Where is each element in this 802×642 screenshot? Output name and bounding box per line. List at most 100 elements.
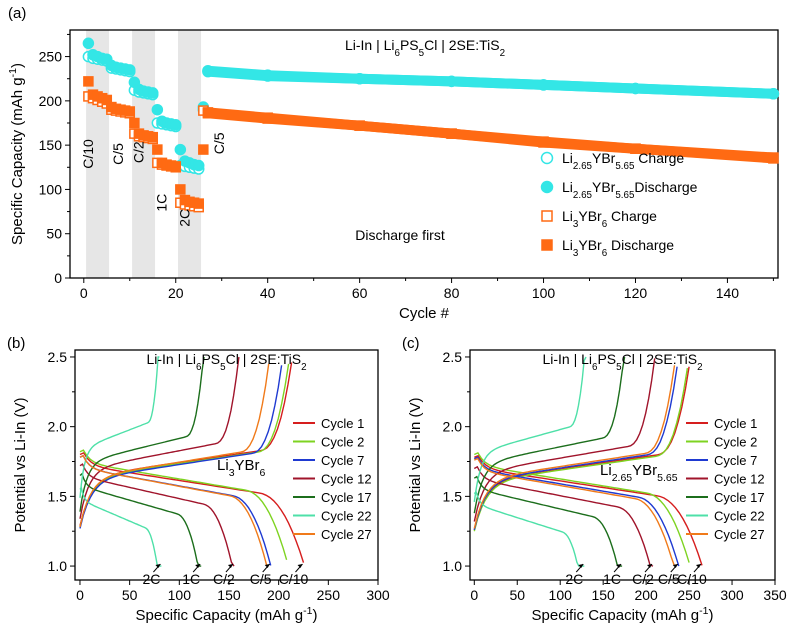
charge-curve [473,367,689,532]
legend-entry: Cycle 17 [321,490,372,505]
x-axis-label-a: Cycle # [399,305,450,322]
data-point [193,198,204,209]
x-tick-label: 300 [366,587,390,603]
rate-arrowhead [195,564,201,569]
plot-frame-c [469,349,776,581]
charge-curve [79,363,290,528]
discharge-curve [79,449,288,560]
rate-arrow-label: C/10 [279,571,309,587]
chart-title-b: Li-In | Li6PS5Cl | 2SE:TiS2 [146,351,306,373]
rate-label: 1C [154,194,170,212]
data-point [124,64,136,76]
legend-entry: Cycle 27 [714,527,765,542]
y-tick-label: 2.0 [443,419,463,435]
legend-entry: Cycle 12 [321,472,372,487]
data-point [169,119,182,131]
rate-arrow-label: C/2 [632,571,654,587]
legend-entry: Cycle 22 [714,509,765,524]
x-tick-label: 100 [549,587,573,603]
data-point [151,103,164,116]
x-tick-label: 0 [76,587,84,603]
legend-marker [541,239,553,251]
data-point [83,76,94,87]
charge-curve [79,356,205,512]
discharge-curve [474,452,690,563]
x-tick-label: 20 [168,285,184,301]
plot-frame-b [74,349,379,581]
charge-curve [473,358,656,522]
y-axis-label-b: Potential vs Li-In (V) [12,397,29,532]
annotation-discharge-first: Discharge first [355,227,445,243]
data-point [198,144,209,155]
rate-arrow-label: 2C [565,571,583,587]
y-axis-label-c: Potential vs Li-In (V) [407,397,424,532]
charge-curve [79,356,160,498]
y-tick-label: 1.0 [443,558,463,574]
x-tick-label: 50 [509,587,525,603]
rate-arrow-label: 1C [603,571,621,587]
legend-entry: Cycle 1 [714,416,757,431]
data-point [170,161,181,172]
x-tick-label: 60 [352,285,368,301]
x-tick-label: 40 [260,285,276,301]
discharge-curve [474,456,680,567]
panel-label-b: (b) [7,335,25,352]
x-axis-label-b: Specific Capacity (mAh g-1) [136,605,318,624]
compound-label-b: Li3YBr6 [217,457,266,479]
rate-label: C/2 [131,141,147,163]
y-tick-label: 0 [54,270,62,286]
rate-arrow-label: C/10 [677,571,707,587]
x-tick-label: 100 [168,587,192,603]
rate-arrow-label: 2C [142,571,160,587]
x-tick-label: 100 [532,285,556,301]
x-tick-label: 80 [444,285,460,301]
rate-arrow-label: C/5 [250,571,272,587]
data-point [192,159,205,172]
rate-arrowhead [264,564,270,569]
x-tick-label: 300 [720,587,744,603]
data-point [147,131,159,143]
legend-entry: Cycle 2 [714,435,757,450]
legend-entry: Cycle 2 [321,435,364,450]
rate-band [178,30,202,278]
legend-marker [540,180,554,194]
discharge-curve [79,454,268,566]
series-trace [202,107,779,164]
y-tick-label: 2.5 [48,349,68,365]
rate-arrowhead [578,564,584,569]
y-tick-label: 2.0 [48,419,68,435]
data-point [129,117,140,129]
data-point [152,144,163,155]
y-axis-label-a: Specific Capacity (mAh g-1) [7,63,26,245]
rate-arrowhead [672,564,678,569]
y-tick-label: 1.0 [48,558,68,574]
rate-label: 2C [177,209,193,227]
rate-arrow-label: 1C [182,571,200,587]
legend-entry: Cycle 17 [714,490,765,505]
compound-label-c: Li2.65YBr5.65 [600,462,678,484]
panel-label-a: (a) [8,5,26,22]
legend-entry: Cycle 7 [714,453,757,468]
legend-entry: Cycle 22 [321,509,372,524]
data-point [175,184,186,195]
charge-curve [473,356,626,514]
data-point [174,143,187,156]
charge-curve [79,362,293,526]
discharge-curve [473,457,676,567]
legend-entry: Cycle 7 [321,453,364,468]
chart-title-a: Li-In | Li6PS5Cl | 2SE:TiS2 [345,37,505,59]
y-tick-label: 2.5 [443,349,463,365]
legend-entry: Li3YBr6 Discharge [562,237,674,259]
legend-entry: Li3YBr6 Charge [562,208,657,230]
charge-curve [79,356,240,519]
rate-arrow-label: C/2 [213,571,235,587]
legend-entry: Li2.65YBr5.65 Charge [562,150,684,172]
discharge-curve [474,454,703,566]
discharge-curve [473,475,623,567]
data-point [147,87,159,99]
chart-title-c: Li-In | Li6PS5Cl | 2SE:TiS2 [542,351,702,373]
charge-curve [473,366,678,530]
x-tick-label: 250 [677,587,701,603]
x-tick-label: 50 [122,587,138,603]
x-tick-label: 120 [624,285,648,301]
